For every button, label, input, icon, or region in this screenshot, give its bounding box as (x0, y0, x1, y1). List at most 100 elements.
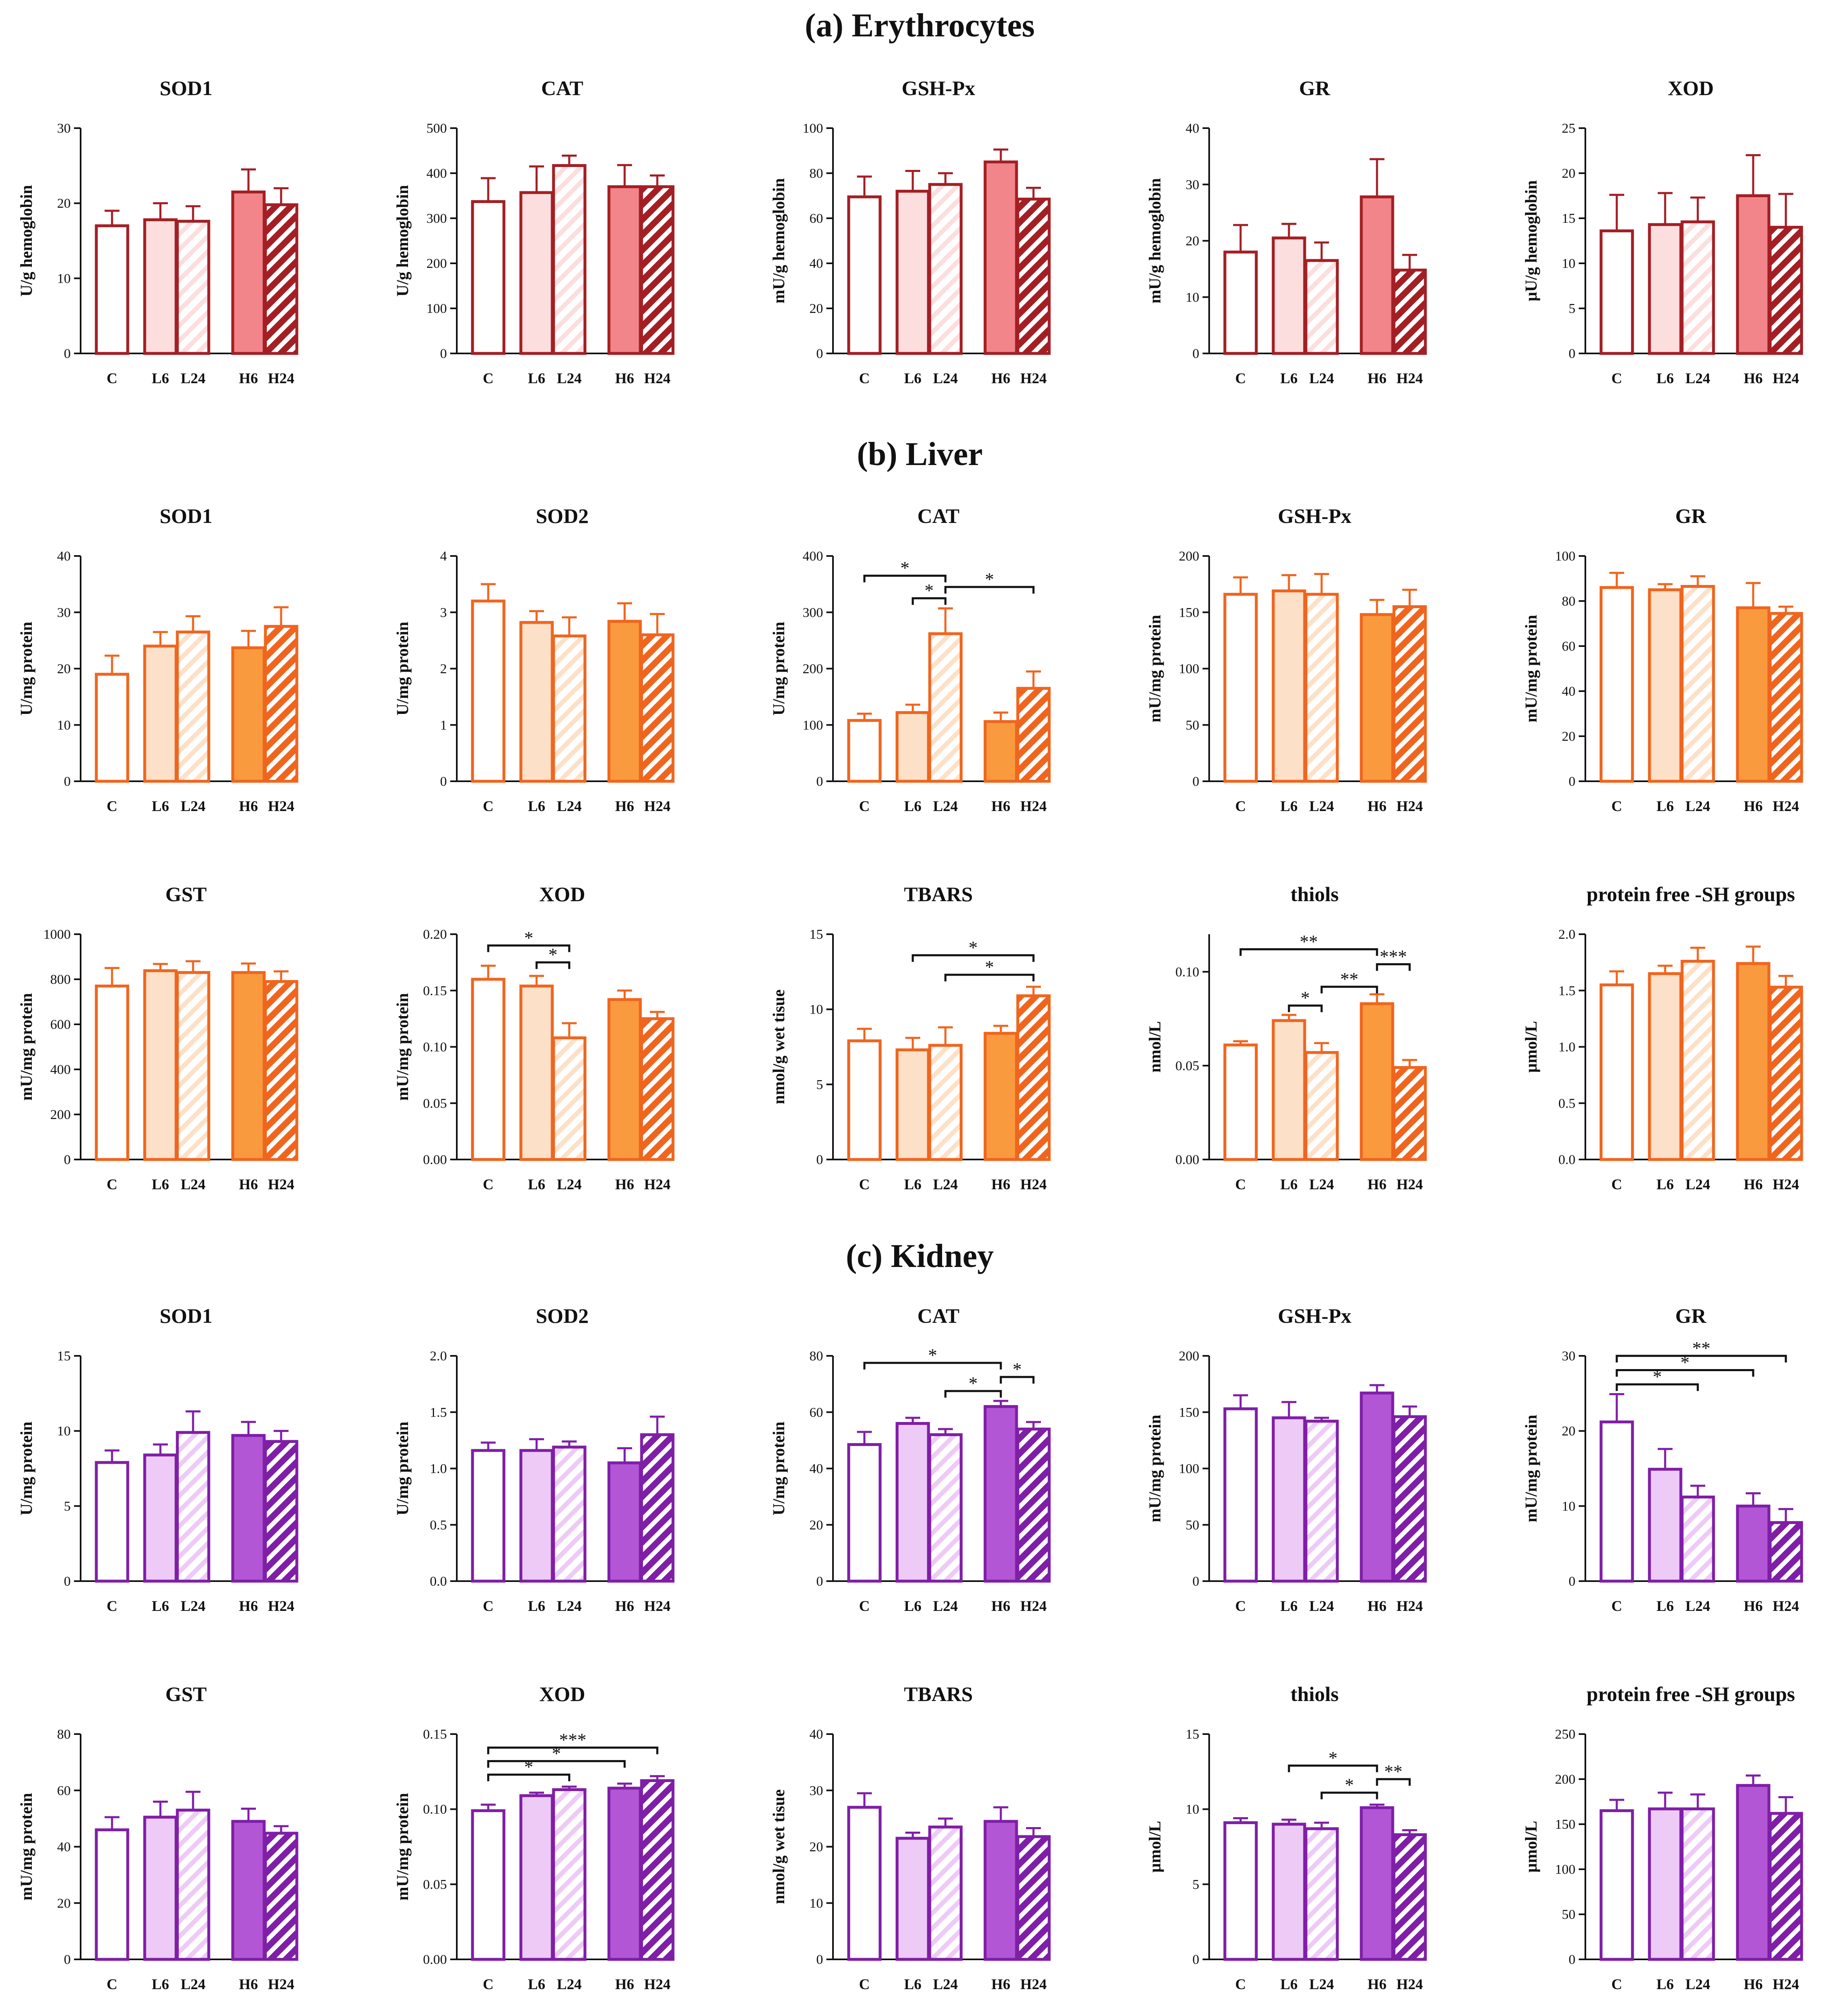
y-tick-label: 5 (1569, 301, 1576, 316)
category-label: L24 (557, 370, 582, 386)
y-axis-label: mU/mg protein (393, 993, 412, 1100)
bar-c (95, 984, 129, 1161)
category-label: H24 (1396, 798, 1423, 814)
y-tick-label: 20 (809, 1840, 823, 1855)
category-label: L24 (933, 1176, 958, 1193)
bar-c (471, 1449, 506, 1583)
bar-c (95, 673, 129, 783)
bar-h24 (640, 185, 675, 355)
panel-title: SOD2 (536, 504, 589, 527)
y-tick-label: 20 (809, 1518, 823, 1533)
y-tick-label: 50 (1562, 1907, 1575, 1922)
y-tick-label: 500 (427, 121, 447, 136)
bar-h24 (640, 1017, 675, 1161)
category-label: H6 (239, 370, 258, 386)
y-tick-label: 80 (1562, 594, 1575, 609)
significance-label: * (969, 938, 978, 958)
category-label: L24 (181, 1976, 205, 1992)
y-axis-label: µmol/L (1146, 1821, 1164, 1873)
panel-title: XOD (539, 1682, 585, 1706)
category-label: L24 (933, 798, 958, 814)
category-label: C (1611, 1976, 1622, 1992)
category-label: L6 (1280, 1176, 1298, 1193)
y-tick-label: 0.10 (423, 1802, 447, 1817)
category-label: H24 (268, 370, 294, 386)
category-label: L6 (1656, 370, 1674, 386)
chart-c-kidney-gst: GST mU/mg protein 0 20 40 60 80 C L6 L24 H6 H24 (17, 1682, 298, 1992)
y-tick-label: 20 (809, 301, 823, 316)
y-tick-label: 0 (440, 346, 447, 361)
category-label: C (1235, 798, 1246, 814)
category-label: L24 (933, 1598, 958, 1614)
y-axis-label: mU/mg protein (17, 1793, 36, 1900)
y-tick-label: 0 (1193, 1952, 1200, 1967)
bar-l6 (895, 1837, 930, 1961)
y-tick-label: 10 (809, 1896, 823, 1911)
y-tick-label: 20 (1562, 166, 1575, 181)
bar-l24 (928, 1044, 963, 1161)
bar-c (1599, 1809, 1634, 1961)
panel-title: SOD2 (536, 1304, 589, 1327)
bar-c (471, 599, 506, 783)
panel-title: SOD1 (160, 504, 212, 527)
y-tick-label: 150 (1555, 1817, 1576, 1832)
category-label: H24 (644, 1976, 671, 1992)
category-label: L24 (1685, 1176, 1710, 1193)
chart-c-kidney-sod1: SOD1 U/mg protein 0 5 10 15 C L6 L24 H6 H24 (17, 1304, 298, 1614)
y-tick-label: 1000 (43, 927, 71, 942)
significance-bracket: ** (1376, 1761, 1411, 1786)
category-label: L24 (181, 798, 205, 814)
y-tick-label: 2.0 (1558, 927, 1575, 942)
bar-h24 (264, 980, 298, 1161)
panel-title: GR (1675, 1304, 1707, 1327)
category-label: L6 (1280, 370, 1298, 386)
bar-l24 (176, 630, 210, 783)
y-tick-label: 5 (64, 1499, 71, 1514)
y-tick-label: 20 (57, 1896, 71, 1911)
bar-h24 (264, 625, 298, 783)
significance-label: * (549, 945, 558, 965)
y-tick-label: 2 (440, 662, 447, 677)
category-label: C (483, 798, 494, 814)
y-tick-label: 50 (1186, 718, 1199, 733)
significance-bracket: * (944, 1373, 1002, 1398)
y-axis-label: mU/g hemoglobin (1146, 178, 1164, 303)
category-label: C (107, 798, 117, 814)
significance-bracket: *** (487, 1730, 659, 1754)
category-label: H6 (615, 798, 634, 814)
significance-bracket: * (535, 945, 570, 969)
y-tick-label: 10 (57, 1424, 71, 1439)
y-tick-label: 0.05 (423, 1096, 447, 1111)
bar-h24 (1392, 1833, 1427, 1961)
y-axis-label: mU/g hemoglobin (769, 178, 788, 303)
panel-title: CAT (917, 1304, 959, 1327)
y-tick-label: 200 (1179, 549, 1200, 564)
y-tick-label: 3 (440, 605, 447, 620)
y-tick-label: 40 (1562, 684, 1575, 699)
category-label: H6 (1367, 1598, 1387, 1614)
y-axis-label: U/mg protein (17, 622, 36, 716)
category-label: C (1235, 1176, 1246, 1193)
y-tick-label: 0 (1193, 774, 1200, 789)
y-tick-label: 20 (1186, 234, 1199, 249)
chart-c-kidney-xod: XOD mU/mg protein 0.00 0.05 0.10 0.15 C L6 L24 H6… (393, 1682, 675, 1992)
bar-c (1223, 1821, 1258, 1961)
category-label: C (1235, 1598, 1246, 1614)
panel-title: GSH-Px (1278, 504, 1351, 527)
y-tick-label: 200 (1179, 1349, 1200, 1364)
bar-l6 (1272, 1823, 1306, 1961)
category-label: H24 (1773, 798, 1799, 814)
category-label: H24 (1773, 1176, 1799, 1193)
y-tick-label: 5 (816, 1077, 823, 1092)
y-tick-label: 15 (809, 927, 823, 942)
bar-l24 (1680, 220, 1715, 355)
category-label: H24 (1020, 798, 1047, 814)
panel-title: CAT (541, 76, 583, 100)
significance-label: ** (1300, 931, 1318, 952)
y-axis-label: mU/mg protein (1522, 1415, 1540, 1522)
y-tick-label: 0.20 (423, 927, 447, 942)
y-tick-label: 0.15 (423, 983, 447, 998)
y-tick-label: 50 (1186, 1518, 1199, 1533)
y-tick-label: 80 (57, 1727, 71, 1742)
bar-c (1223, 1407, 1258, 1583)
